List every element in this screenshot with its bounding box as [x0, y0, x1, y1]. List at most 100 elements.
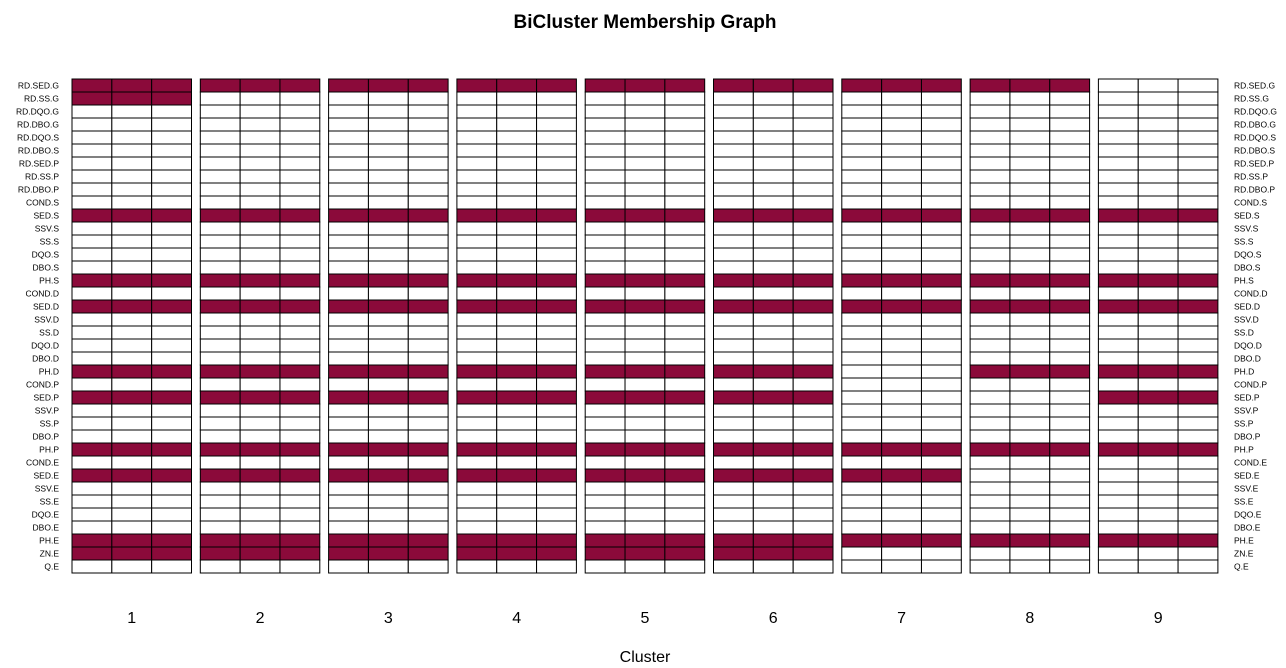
cell-cluster-4-dqo-d-3: [536, 338, 577, 353]
cell-cluster-8-ssv-p-2: [1009, 403, 1051, 418]
cell-cluster-9-rd-dbo-p-2: [1137, 182, 1179, 197]
cell-cluster-8-rd-dqo-s-3: [1049, 130, 1091, 145]
cell-cluster-2-dbo-p-3: [279, 429, 321, 444]
cell-cluster-7-ss-p-1: [841, 416, 883, 431]
cell-cluster-9-sed-p-1: [1097, 390, 1139, 405]
cell-cluster-1-ss-d-2: [111, 325, 153, 340]
cell-cluster-9-ssv-e-2: [1137, 481, 1179, 496]
cell-cluster-1-ph-s-1: [71, 273, 113, 288]
cell-cluster-7-dbo-s-3: [920, 260, 962, 275]
cell-cluster-9-sed-e-1: [1097, 468, 1139, 483]
cell-cluster-9-rd-ss-p-2: [1137, 169, 1179, 184]
cell-cluster-1-zn-e-3: [151, 546, 192, 561]
cell-cluster-1-cond-s-2: [111, 195, 153, 210]
row-label-left: DQO.S: [32, 250, 60, 260]
cell-cluster-6-ss-d-1: [713, 325, 754, 340]
cell-cluster-2-sed-d-1: [199, 299, 241, 314]
cell-cluster-8-rd-sed-g-1: [969, 78, 1011, 93]
row-label-right: ZN.E: [1234, 549, 1254, 559]
cell-cluster-2-q-e-2: [239, 559, 281, 574]
cell-cluster-5-ssv-d-1: [584, 312, 626, 327]
cell-cluster-5-rd-sed-g-1: [584, 78, 626, 93]
cell-cluster-5-rd-dqo-s-2: [624, 130, 666, 145]
cell-cluster-9-cond-p-1: [1097, 377, 1139, 392]
cell-cluster-9-rd-sed-g-3: [1177, 78, 1219, 93]
cell-cluster-4-rd-dqo-s-1: [456, 130, 498, 145]
cell-cluster-6-cond-e-1: [713, 455, 754, 470]
cell-cluster-9-ph-p-3: [1177, 442, 1219, 457]
cell-cluster-7-ssv-e-2: [881, 481, 922, 496]
cell-cluster-7-ss-d-2: [881, 325, 922, 340]
cell-cluster-5-sed-p-1: [584, 390, 626, 405]
cell-cluster-7-rd-ss-p-1: [841, 169, 883, 184]
cell-cluster-3-cond-p-1: [328, 377, 369, 392]
cell-cluster-6-ph-e-2: [752, 533, 794, 548]
cell-cluster-3-ph-d-1: [328, 364, 369, 379]
cell-cluster-3-dbo-e-3: [407, 520, 449, 535]
cell-cluster-1-rd-sed-p-1: [71, 156, 113, 171]
cell-cluster-3-sed-p-2: [367, 390, 409, 405]
cell-cluster-3-ssv-d-1: [328, 312, 369, 327]
cell-cluster-3-cond-s-1: [328, 195, 369, 210]
cell-cluster-9-ph-s-1: [1097, 273, 1139, 288]
cell-cluster-7-rd-ss-g-1: [841, 91, 883, 106]
cell-cluster-3-sed-e-3: [407, 468, 449, 483]
cell-cluster-1-zn-e-2: [111, 546, 153, 561]
row-label-left: RD.DQO.G: [16, 107, 59, 117]
cell-cluster-6-dbo-e-2: [752, 520, 794, 535]
cell-cluster-1-ssv-p-1: [71, 403, 113, 418]
cell-cluster-3-ssv-e-2: [367, 481, 409, 496]
cell-cluster-6-dqo-s-2: [752, 247, 794, 262]
cell-cluster-1-cond-d-3: [151, 286, 192, 301]
cell-cluster-9-ssv-s-1: [1097, 221, 1139, 236]
cell-cluster-9-ssv-e-1: [1097, 481, 1139, 496]
cell-cluster-5-dbo-p-1: [584, 429, 626, 444]
cell-cluster-6-cond-s-3: [792, 195, 834, 210]
cell-cluster-5-rd-dqo-g-2: [624, 104, 666, 119]
cell-cluster-4-sed-e-1: [456, 468, 498, 483]
cell-cluster-8-ssv-p-3: [1049, 403, 1091, 418]
cell-cluster-7-sed-p-2: [881, 390, 922, 405]
cell-cluster-3-rd-sed-p-3: [407, 156, 449, 171]
cell-cluster-1-sed-s-1: [71, 208, 113, 223]
cell-cluster-1-rd-dbo-p-1: [71, 182, 113, 197]
cell-cluster-5-ss-d-3: [664, 325, 706, 340]
cell-cluster-8-rd-dbo-p-1: [969, 182, 1011, 197]
cell-cluster-3-ss-d-1: [328, 325, 369, 340]
row-label-right: PH.S: [1234, 276, 1254, 286]
cell-cluster-9-q-e-3: [1177, 559, 1219, 574]
cell-cluster-1-rd-dbo-g-3: [151, 117, 192, 132]
cell-cluster-2-sed-p-2: [239, 390, 281, 405]
cell-cluster-4-rd-dbo-p-2: [496, 182, 538, 197]
cell-cluster-3-sed-p-1: [328, 390, 369, 405]
cell-cluster-3-rd-dbo-g-3: [407, 117, 449, 132]
cell-cluster-7-rd-sed-g-3: [920, 78, 962, 93]
cell-cluster-7-cond-d-2: [881, 286, 922, 301]
cell-cluster-5-rd-dbo-s-2: [624, 143, 666, 158]
cell-cluster-2-rd-ss-g-3: [279, 91, 321, 106]
cell-cluster-5-rd-ss-p-1: [584, 169, 626, 184]
cell-cluster-9-rd-dbo-p-1: [1097, 182, 1139, 197]
cell-cluster-7-dbo-e-3: [920, 520, 962, 535]
cell-cluster-8-ph-s-3: [1049, 273, 1091, 288]
cell-cluster-1-sed-s-3: [151, 208, 192, 223]
cell-cluster-3-dbo-s-1: [328, 260, 369, 275]
cell-cluster-6-ph-d-3: [792, 364, 834, 379]
row-label-left: SS.D: [39, 328, 59, 338]
row-label-right: SSV.D: [1234, 315, 1259, 325]
cell-cluster-4-dqo-s-2: [496, 247, 538, 262]
cell-cluster-4-ss-e-1: [456, 494, 498, 509]
cell-cluster-1-dqo-e-2: [111, 507, 153, 522]
cell-cluster-3-rd-dqo-g-2: [367, 104, 409, 119]
cell-cluster-4-rd-dbo-s-1: [456, 143, 498, 158]
cell-cluster-3-rd-ss-p-2: [367, 169, 409, 184]
cell-cluster-3-ss-d-3: [407, 325, 449, 340]
cell-cluster-2-dbo-e-3: [279, 520, 321, 535]
cell-cluster-8-rd-ss-g-2: [1009, 91, 1051, 106]
cell-cluster-6-rd-sed-p-3: [792, 156, 834, 171]
cell-cluster-3-rd-dqo-s-2: [367, 130, 409, 145]
cell-cluster-2-ssv-e-2: [239, 481, 281, 496]
cell-cluster-5-sed-p-2: [624, 390, 666, 405]
cell-cluster-1-dbo-e-3: [151, 520, 192, 535]
cell-cluster-2-cond-d-3: [279, 286, 321, 301]
